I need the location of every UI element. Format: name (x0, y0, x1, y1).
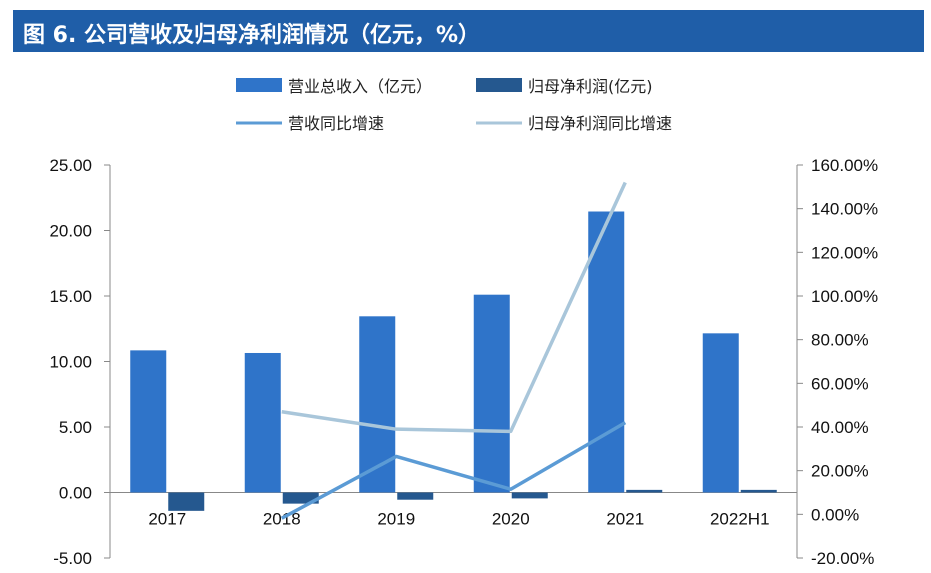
bar-revenue (359, 316, 396, 493)
legend-item-net-profit: 归母净利润(亿元) (476, 77, 653, 96)
legend-swatch-revenue (236, 78, 282, 92)
legend-item-revenue: 营业总收入（亿元） (236, 77, 432, 96)
bar-revenue (702, 333, 739, 493)
x-axis-tick-label: 2021 (606, 510, 644, 529)
line-revenue-growth (280, 421, 627, 520)
left-axis-tick-label: 5.00 (59, 418, 92, 437)
legend-label-profit-growth: 归母净利润同比增速 (528, 114, 672, 133)
legend-label-revenue: 营业总收入（亿元） (288, 77, 432, 96)
x-axis-tick-label: 2022H1 (710, 510, 770, 529)
lines (280, 181, 627, 520)
right-axis-tick-label: 60.00% (811, 374, 869, 393)
chart-title-bar: 图 6. 公司营收及归母净利润情况（亿元，%） (13, 10, 924, 52)
bar-revenue (130, 350, 167, 493)
bar-net-profit (168, 492, 205, 511)
legend-label-revenue-growth: 营收同比增速 (288, 114, 384, 133)
left-axis-tick-label: 20.00 (49, 222, 92, 241)
right-axis-tick-label: -20.00% (811, 549, 874, 568)
axes: 25.00 20.00 15.00 10.00 5.00 0.00 -5.00 160.00%… (49, 156, 878, 568)
bar-net-profit (740, 489, 777, 493)
legend: 营业总收入（亿元） 归母净利润(亿元) 营收同比增速 归母净利润同比增速 (236, 77, 672, 133)
bar-revenue (588, 211, 625, 493)
right-axis-tick-label: 100.00% (811, 287, 878, 306)
left-axis-tick-label: 10.00 (49, 353, 92, 372)
bar-net-profit (282, 492, 319, 504)
right-axis-tick-label: 40.00% (811, 418, 869, 437)
bar-net-profit (397, 492, 434, 500)
bar-revenue (473, 294, 510, 493)
right-axis-tick-label: 0.00% (811, 505, 859, 524)
bar-net-profit (626, 489, 663, 493)
right-axis-tick-label: 20.00% (811, 462, 869, 481)
legend-swatch-net-profit (476, 78, 522, 92)
left-axis-tick-label: -5.00 (53, 549, 92, 568)
right-axis-tick-label: 140.00% (811, 200, 878, 219)
right-axis-tick-label: 120.00% (811, 243, 878, 262)
x-axis-tick-label: 2019 (377, 510, 415, 529)
legend-item-revenue-growth: 营收同比增速 (236, 114, 384, 133)
bar-net-profit (511, 492, 548, 499)
left-axis-tick-label: 15.00 (49, 287, 92, 306)
legend-item-profit-growth: 归母净利润同比增速 (476, 114, 672, 133)
chart-title: 图 6. 公司营收及归母净利润情况（亿元，%） (23, 23, 481, 48)
right-axis-tick-label: 160.00% (811, 156, 878, 175)
bar-revenue (244, 352, 281, 493)
legend-label-net-profit: 归母净利润(亿元) (528, 77, 653, 96)
right-axis-tick-label: 80.00% (811, 331, 869, 350)
left-axis-tick-label: 0.00 (59, 484, 92, 503)
left-axis-tick-label: 25.00 (49, 156, 92, 175)
x-axis-tick-label: 2020 (492, 510, 530, 529)
bars (130, 211, 777, 511)
line-profit-growth (281, 181, 627, 434)
x-axis-tick-label: 2017 (148, 510, 186, 529)
